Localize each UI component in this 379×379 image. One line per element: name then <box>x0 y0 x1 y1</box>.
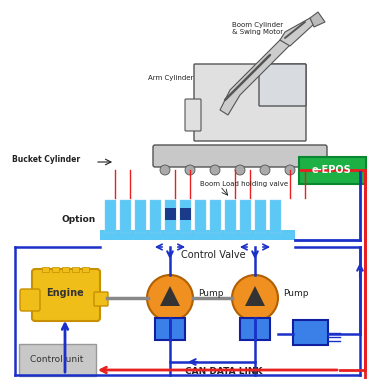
Text: Pump: Pump <box>283 288 309 298</box>
Text: Boom Cylinder
& Swing Motor: Boom Cylinder & Swing Motor <box>232 22 283 35</box>
Circle shape <box>147 275 193 321</box>
Bar <box>255 200 266 233</box>
Circle shape <box>260 165 270 175</box>
Bar <box>105 200 116 233</box>
Bar <box>165 208 176 220</box>
Bar <box>225 200 236 233</box>
Circle shape <box>210 165 220 175</box>
Circle shape <box>235 165 245 175</box>
Text: Bucket Cylinder: Bucket Cylinder <box>12 155 80 164</box>
FancyBboxPatch shape <box>94 292 108 306</box>
Bar <box>100 230 295 240</box>
Text: Control unit: Control unit <box>30 356 84 365</box>
Text: Arm Cylinder: Arm Cylinder <box>148 75 193 81</box>
Circle shape <box>305 165 315 175</box>
Circle shape <box>160 165 170 175</box>
FancyBboxPatch shape <box>19 344 96 376</box>
Bar <box>52 267 59 272</box>
Bar <box>293 320 328 345</box>
Polygon shape <box>220 40 290 115</box>
FancyBboxPatch shape <box>299 157 366 184</box>
Bar <box>135 200 146 233</box>
Text: CAN DATA LINK: CAN DATA LINK <box>185 368 263 376</box>
Circle shape <box>185 165 195 175</box>
Polygon shape <box>310 12 325 27</box>
Bar <box>120 200 131 233</box>
Bar <box>72 267 79 272</box>
Bar <box>240 200 251 233</box>
Text: Option: Option <box>62 216 96 224</box>
Text: Pump: Pump <box>198 288 224 298</box>
Polygon shape <box>245 286 265 306</box>
Bar <box>195 200 206 233</box>
FancyBboxPatch shape <box>194 64 306 141</box>
Bar <box>180 208 191 220</box>
Polygon shape <box>280 18 314 46</box>
Circle shape <box>285 165 295 175</box>
Bar <box>42 267 49 272</box>
FancyBboxPatch shape <box>185 99 201 131</box>
FancyBboxPatch shape <box>259 64 306 106</box>
Text: Engine: Engine <box>46 288 84 298</box>
FancyBboxPatch shape <box>20 289 40 311</box>
Bar <box>270 200 281 233</box>
FancyBboxPatch shape <box>153 145 327 167</box>
Bar <box>82 267 89 272</box>
Bar <box>180 200 191 233</box>
Bar <box>62 267 69 272</box>
Text: Boom Load holding valve: Boom Load holding valve <box>200 181 288 187</box>
FancyBboxPatch shape <box>32 269 100 321</box>
Bar <box>240 318 270 340</box>
Text: e-EPOS: e-EPOS <box>312 165 352 175</box>
Circle shape <box>232 275 278 321</box>
Bar <box>155 318 185 340</box>
Bar <box>150 200 161 233</box>
Bar <box>210 200 221 233</box>
Bar <box>165 200 176 233</box>
Polygon shape <box>160 286 180 306</box>
Text: Control Valve: Control Valve <box>181 250 245 260</box>
